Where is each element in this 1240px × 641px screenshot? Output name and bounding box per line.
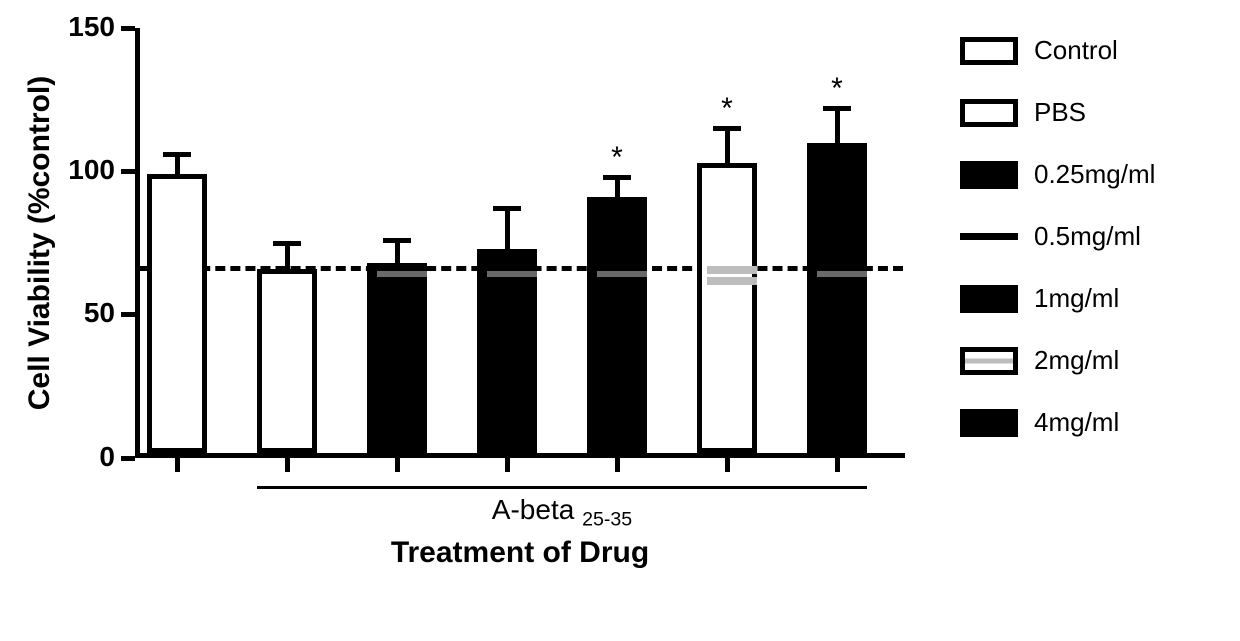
error-bar [615, 177, 620, 197]
y-axis-title: Cell Viability (%control) [23, 76, 57, 411]
y-tick-label: 0 [99, 441, 115, 473]
y-tick-label: 50 [84, 297, 115, 329]
bar-smudge [487, 271, 537, 277]
x-tick [285, 458, 290, 472]
legend-label: 1mg/ml [1034, 283, 1119, 314]
y-axis [135, 28, 140, 458]
legend-swatch [960, 99, 1018, 127]
legend-label: 4mg/ml [1034, 407, 1119, 438]
legend-label: 2mg/ml [1034, 345, 1119, 376]
error-bar-cap [713, 126, 741, 131]
error-bar-cap [163, 152, 191, 157]
error-bar-cap [603, 175, 631, 180]
group-underline [257, 486, 867, 489]
x-axis [135, 453, 905, 458]
x-tick [175, 458, 180, 472]
x-group-label-sub: 25-35 [582, 509, 632, 531]
y-tick-label: 150 [68, 11, 115, 43]
x-tick [505, 458, 510, 472]
x-group-label-main: A-beta [492, 494, 582, 525]
error-bar [725, 128, 730, 162]
error-bar [395, 240, 400, 263]
legend-swatch [960, 409, 1018, 437]
legend-swatch [960, 37, 1018, 65]
legend-item: 4mg/ml [960, 407, 1119, 438]
legend-label: PBS [1034, 97, 1086, 128]
error-bar-cap [823, 106, 851, 111]
legend-swatch [960, 233, 1018, 240]
legend-item: 0.5mg/ml [960, 221, 1141, 252]
bar [807, 143, 867, 453]
x-axis-title: Treatment of Drug [391, 536, 649, 570]
significance-marker: * [721, 92, 733, 126]
legend-label: 0.25mg/ml [1034, 159, 1155, 190]
legend-item: 1mg/ml [960, 283, 1119, 314]
bar-pattern-band [707, 266, 757, 274]
plot-area: * * * [135, 28, 905, 458]
significance-marker: * [831, 72, 843, 106]
y-tick [121, 312, 135, 317]
legend-swatch [960, 161, 1018, 189]
y-tick [121, 169, 135, 174]
bar [257, 269, 317, 453]
y-tick-label: 100 [68, 154, 115, 186]
bar-smudge [817, 271, 867, 277]
error-bar [505, 209, 510, 249]
bar-smudge [597, 271, 647, 277]
x-tick [835, 458, 840, 472]
x-tick [395, 458, 400, 472]
legend-item: PBS [960, 97, 1086, 128]
error-bar [175, 154, 180, 174]
legend-swatch [960, 285, 1018, 313]
bar [587, 197, 647, 453]
y-tick [121, 26, 135, 31]
x-tick [615, 458, 620, 472]
bar [367, 263, 427, 453]
x-tick [725, 458, 730, 472]
bar [477, 249, 537, 453]
bar [697, 163, 757, 453]
bar-smudge [377, 271, 427, 277]
legend-swatch [960, 347, 1018, 375]
y-tick [121, 456, 135, 461]
error-bar-cap [273, 241, 301, 246]
figure: * * * Cell Viability (%control) A-beta 25-… [0, 0, 1240, 641]
bar-pattern-band [707, 277, 757, 285]
error-bar [835, 108, 840, 142]
error-bar-cap [493, 206, 521, 211]
error-bar [285, 243, 290, 269]
x-group-label: A-beta 25-35 [492, 494, 632, 532]
legend-item: 2mg/ml [960, 345, 1119, 376]
bar [147, 174, 207, 453]
legend-label: Control [1034, 35, 1118, 66]
legend-item: Control [960, 35, 1118, 66]
legend-item: 0.25mg/ml [960, 159, 1155, 190]
legend-label: 0.5mg/ml [1034, 221, 1141, 252]
significance-marker: * [611, 141, 623, 175]
error-bar-cap [383, 238, 411, 243]
